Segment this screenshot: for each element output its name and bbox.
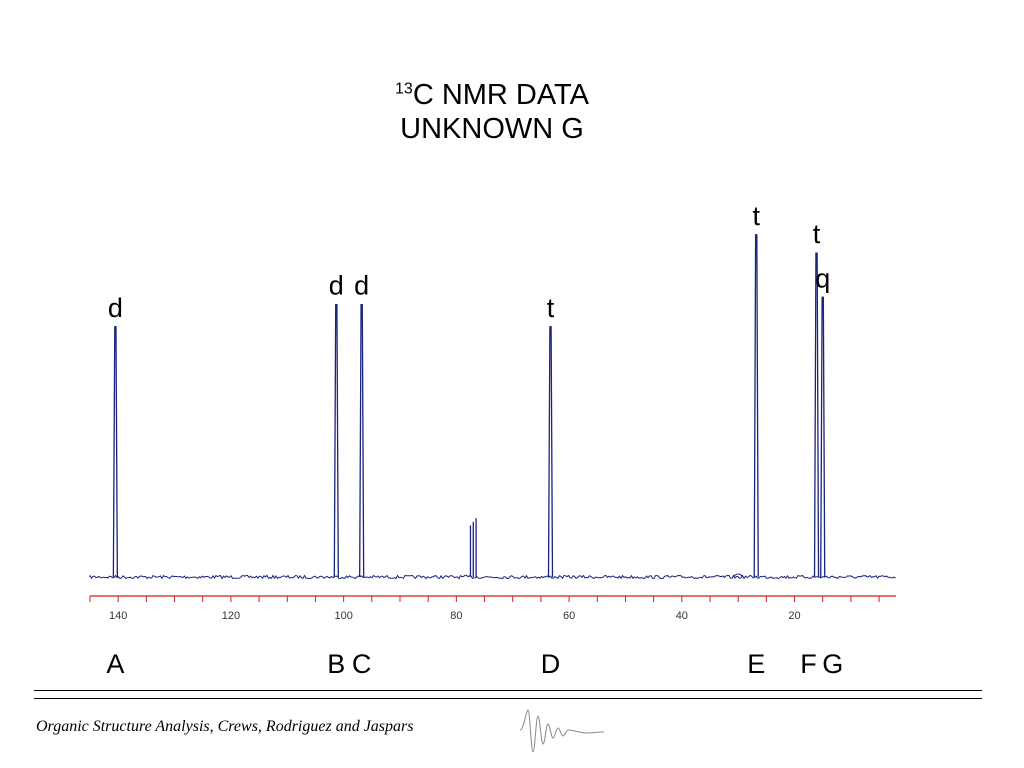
peak-multiplicity-label: t	[813, 219, 821, 249]
x-tick-label: 20	[788, 610, 800, 622]
x-tick-label: 80	[450, 610, 462, 622]
peak-multiplicity-label: d	[354, 271, 369, 301]
isotope-superscript: 13	[395, 80, 413, 98]
spectrum-peak	[753, 234, 759, 578]
peak-multiplicity-label: t	[752, 201, 760, 231]
footer-rule-top	[34, 690, 982, 691]
spectrum-peak	[813, 252, 820, 578]
spectrum-logo-icon	[519, 709, 605, 753]
x-tick-label: 140	[109, 610, 127, 622]
spectrum-peak	[333, 304, 339, 578]
x-tick-label: 120	[222, 610, 240, 622]
peak-multiplicity-label: d	[329, 271, 344, 301]
spectrum-peak	[547, 326, 554, 578]
peak-letter-label: D	[541, 649, 561, 679]
peak-multiplicity-label: q	[815, 263, 830, 293]
x-tick-label: 40	[676, 610, 688, 622]
x-tick-label: 60	[563, 610, 575, 622]
x-tick-label: 100	[334, 610, 352, 622]
footer-citation: Organic Structure Analysis, Crews, Rodri…	[36, 718, 414, 735]
title-line-1: 13C NMR DATA	[312, 78, 672, 112]
peak-multiplicity-label: d	[108, 293, 123, 323]
peak-letter-label: C	[352, 649, 372, 679]
peak-letter-label: E	[747, 649, 765, 679]
title-line-1-text: C NMR DATA	[412, 79, 589, 111]
footer-rule-bottom	[34, 698, 982, 699]
peak-multiplicity-label: t	[547, 293, 555, 323]
peak-letter-label: B	[327, 649, 345, 679]
spectrum-peak	[359, 304, 365, 578]
chart-title: 13C NMR DATA UNKNOWN G	[312, 78, 672, 146]
minor-bump	[732, 573, 744, 578]
peak-letter-label: F	[800, 649, 817, 679]
title-line-2: UNKNOWN G	[400, 113, 584, 145]
baseline-trace	[89, 574, 896, 580]
peak-letter-label: G	[822, 649, 843, 679]
spectrum-peak	[112, 326, 119, 578]
peak-letter-label: A	[106, 649, 124, 679]
spectrum-peak	[820, 296, 826, 578]
